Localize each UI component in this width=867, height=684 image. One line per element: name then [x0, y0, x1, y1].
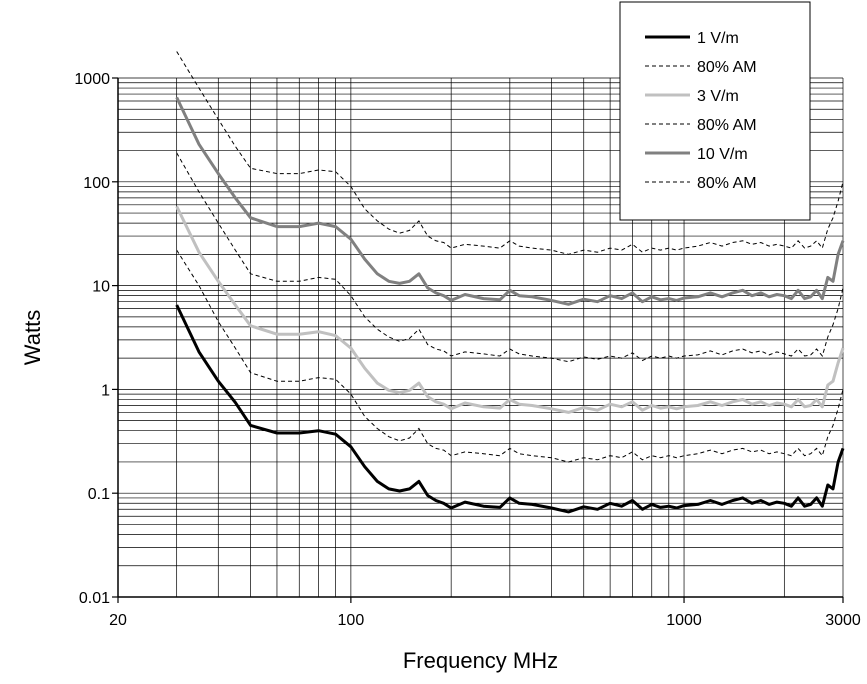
legend-label-1: 1 V/m	[697, 30, 739, 47]
legend-label-4: 80% AM	[697, 117, 757, 134]
series-line-2	[176, 249, 844, 463]
x-tick-label: 3000	[825, 612, 861, 629]
series-line-5	[175, 96, 845, 306]
y-axis-label: Watts	[20, 310, 45, 365]
y-tick-label: 0.01	[79, 590, 110, 607]
series-lines	[175, 51, 845, 514]
legend: 1 V/m 80% AM 3 V/m 80% AM 10 V/m 80% AM	[619, 1, 811, 221]
y-tick-label: 1000	[74, 71, 110, 88]
series-line-4	[176, 152, 844, 363]
series-line-6	[176, 51, 844, 255]
y-tick-label: 10	[92, 279, 110, 296]
ticks: 20 100 1000 3000 0.01 0.1 1 10 100 1000	[74, 71, 860, 629]
series-line-3	[175, 205, 845, 414]
plot-frame	[117, 78, 843, 598]
legend-label-2: 80% AM	[697, 59, 757, 76]
series-line-1	[175, 304, 845, 514]
x-tick-label: 1000	[666, 612, 702, 629]
y-tick-label: 0.1	[88, 486, 110, 503]
legend-label-3: 3 V/m	[697, 88, 739, 105]
y-tick-label: 100	[83, 175, 110, 192]
x-tick-label: 100	[338, 612, 365, 629]
grid	[117, 77, 844, 598]
y-tick-label: 1	[101, 382, 110, 399]
legend-label-6: 80% AM	[697, 175, 757, 192]
x-tick-label: 20	[109, 612, 127, 629]
legend-label-5: 10 V/m	[697, 146, 748, 163]
x-axis-label: Frequency MHz	[403, 648, 558, 673]
